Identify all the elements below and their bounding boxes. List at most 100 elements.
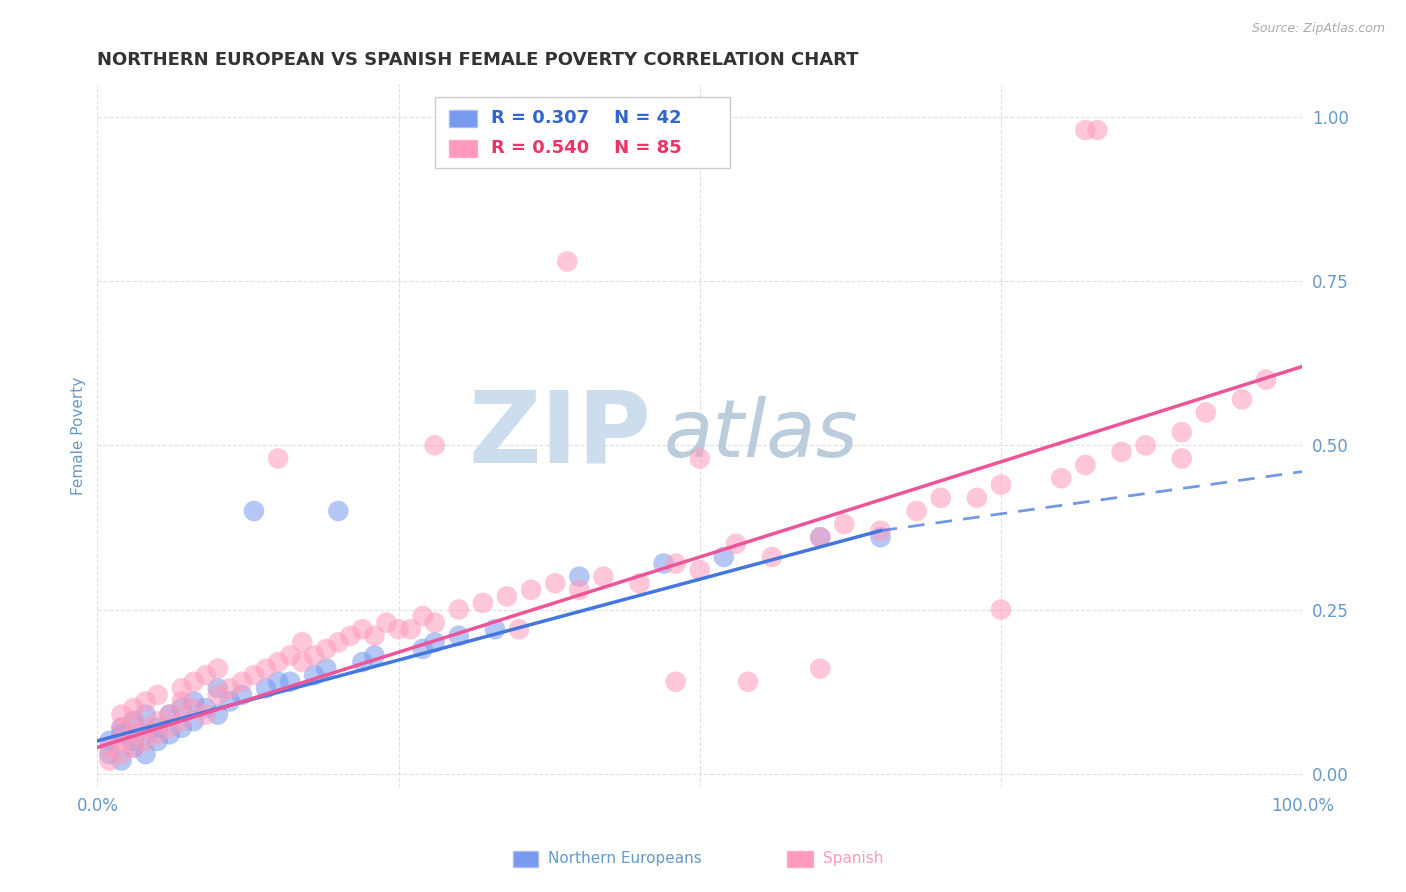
Text: Spanish: Spanish [823, 851, 883, 865]
Y-axis label: Female Poverty: Female Poverty [72, 376, 86, 494]
Point [315, 662, 337, 676]
Point [170, 721, 193, 735]
Point [713, 549, 735, 564]
Point [183, 714, 205, 728]
Point [484, 622, 506, 636]
Point [278, 674, 301, 689]
Point [122, 740, 145, 755]
Point [363, 629, 385, 643]
Point [159, 727, 181, 741]
Point [302, 668, 325, 682]
Point [808, 530, 831, 544]
Point [387, 622, 409, 636]
Point [966, 491, 988, 505]
Point [724, 537, 747, 551]
Point [869, 530, 891, 544]
Point [328, 635, 350, 649]
Point [159, 707, 181, 722]
Point [834, 517, 856, 532]
Point [146, 714, 169, 728]
Point [1170, 451, 1192, 466]
Point [254, 662, 277, 676]
Point [194, 701, 217, 715]
Point [122, 727, 145, 741]
Point [159, 721, 181, 735]
Point [194, 707, 217, 722]
Point [122, 714, 145, 728]
Text: atlas: atlas [664, 396, 859, 475]
Point [328, 504, 350, 518]
Point [423, 438, 446, 452]
Point [496, 590, 519, 604]
Point [339, 629, 361, 643]
Point [555, 254, 578, 268]
Point [98, 747, 121, 761]
Point [146, 727, 169, 741]
Point [905, 504, 928, 518]
Point [207, 662, 229, 676]
Point [170, 681, 193, 696]
Point [447, 602, 470, 616]
Point [231, 688, 253, 702]
Point [665, 557, 688, 571]
Point [665, 674, 688, 689]
Point [146, 721, 169, 735]
Point [990, 602, 1012, 616]
Point [98, 740, 121, 755]
Point [183, 701, 205, 715]
Point [544, 576, 567, 591]
Point [135, 727, 157, 741]
Point [508, 622, 530, 636]
Point [110, 747, 132, 761]
Point [1074, 458, 1097, 472]
Point [183, 674, 205, 689]
Point [98, 734, 121, 748]
Point [1254, 373, 1277, 387]
Point [1230, 392, 1253, 407]
Text: ZIP: ZIP [468, 387, 651, 484]
Point [520, 582, 543, 597]
Point [254, 681, 277, 696]
Text: NORTHERN EUROPEAN VS SPANISH FEMALE POVERTY CORRELATION CHART: NORTHERN EUROPEAN VS SPANISH FEMALE POVE… [97, 51, 859, 69]
Point [110, 727, 132, 741]
Point [170, 714, 193, 728]
Point [122, 714, 145, 728]
Point [194, 668, 217, 682]
Text: R = 0.307    N = 42: R = 0.307 N = 42 [491, 110, 682, 128]
Point [761, 549, 783, 564]
Point [183, 694, 205, 708]
Point [219, 681, 242, 696]
Point [135, 734, 157, 748]
Point [110, 721, 132, 735]
Point [1074, 123, 1097, 137]
Point [412, 641, 434, 656]
Point [207, 681, 229, 696]
Point [110, 734, 132, 748]
Point [135, 721, 157, 735]
Point [267, 655, 290, 669]
Point [412, 609, 434, 624]
Point [110, 707, 132, 722]
Point [231, 674, 253, 689]
Point [122, 734, 145, 748]
Point [352, 655, 374, 669]
Point [302, 648, 325, 663]
Point [159, 707, 181, 722]
Point [207, 707, 229, 722]
Point [135, 747, 157, 761]
Point [1135, 438, 1157, 452]
Point [1111, 445, 1133, 459]
Point [278, 648, 301, 663]
Point [471, 596, 494, 610]
Point [122, 740, 145, 755]
Point [243, 668, 266, 682]
Point [423, 615, 446, 630]
Text: Source: ZipAtlas.com: Source: ZipAtlas.com [1251, 22, 1385, 36]
Point [808, 530, 831, 544]
Point [1087, 123, 1109, 137]
Point [990, 477, 1012, 491]
Point [146, 688, 169, 702]
Point [135, 707, 157, 722]
Point [110, 754, 132, 768]
Point [110, 721, 132, 735]
